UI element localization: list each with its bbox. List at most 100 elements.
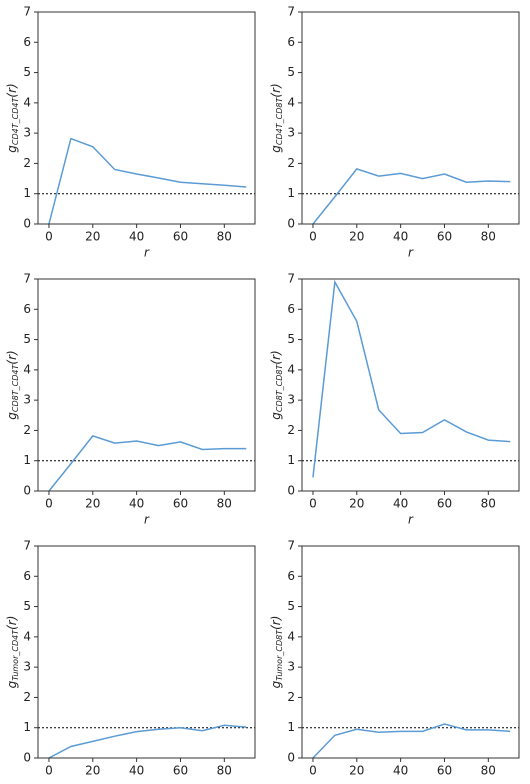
y-axis-label-symbol: g — [5, 412, 19, 420]
y-axis-label-symbol: g — [269, 145, 283, 153]
x-tick-label: 20 — [349, 497, 364, 511]
y-axis-label-subscript: Tumor_CD8T — [275, 629, 284, 681]
y-tick-label: 2 — [23, 690, 31, 704]
y-tick-label: 7 — [287, 5, 295, 19]
y-tick-label: 5 — [23, 332, 31, 346]
plot-frame — [37, 278, 256, 492]
y-tick-label: 1 — [23, 453, 31, 467]
y-tick-label: 2 — [23, 156, 31, 170]
y-tick-label: 2 — [287, 156, 295, 170]
x-tick-label: 60 — [437, 230, 452, 244]
y-axis-label-subscript: CD8T_CD8T — [275, 364, 284, 413]
panel: 0 1 2 3 4 5 6 7 0 20 40 60 80 r gCD8T_CD4T(r) — [5, 272, 256, 527]
y-tick-label: 5 — [287, 599, 295, 613]
y-axis-label-subscript: CD4T_CD4T — [11, 97, 20, 146]
panel: 0 1 2 3 4 5 6 7 0 20 40 60 80 r gCD8T_CD8T(r) — [269, 272, 520, 527]
x-tick-label: 60 — [173, 764, 188, 778]
panel: 0 1 2 3 4 5 6 7 0 20 40 60 80 r gCD4T_CD8T(r) — [269, 5, 520, 260]
x-tick-label: 20 — [349, 764, 364, 778]
y-tick-label: 1 — [23, 720, 31, 734]
y-tick-label: 4 — [23, 362, 31, 376]
y-axis-label-symbol: g — [5, 145, 19, 153]
y-axis-label-subscript: Tumor_CD4T — [11, 629, 20, 681]
y-tick-label: 3 — [287, 660, 295, 674]
data-line — [48, 435, 247, 492]
x-tick-label: 80 — [217, 230, 232, 244]
x-tick-label: 0 — [45, 230, 53, 244]
y-tick-label: 5 — [23, 65, 31, 79]
y-tick-label: 5 — [287, 332, 295, 346]
x-tick-label: 0 — [309, 230, 317, 244]
plot-frame — [301, 11, 520, 225]
y-tick-label: 0 — [287, 217, 295, 231]
y-tick-label: 7 — [287, 272, 295, 286]
data-line — [48, 137, 247, 225]
y-tick-label: 0 — [23, 217, 31, 231]
y-tick-label: 6 — [23, 569, 31, 583]
y-axis-label-suffix: (r) — [5, 616, 19, 630]
x-axis-label: r — [144, 246, 150, 260]
y-axis-label-symbol: g — [5, 680, 19, 688]
y-tick-label: 0 — [23, 751, 31, 765]
y-axis-label-suffix: (r) — [269, 83, 283, 97]
y-tick-label: 0 — [287, 751, 295, 765]
panel: 0 1 2 3 4 5 6 7 0 20 40 60 80 gTumor_CD8T(r) — [269, 539, 520, 778]
y-axis-label-suffix: (r) — [269, 350, 283, 364]
data-line — [312, 168, 511, 225]
y-tick-label: 3 — [23, 660, 31, 674]
x-tick-label: 40 — [393, 230, 408, 244]
y-axis-label-suffix: (r) — [5, 83, 19, 97]
x-tick-label: 80 — [481, 497, 496, 511]
y-tick-label: 2 — [23, 423, 31, 437]
y-tick-label: 0 — [287, 484, 295, 498]
x-tick-label: 40 — [393, 764, 408, 778]
x-axis-label: r — [408, 513, 414, 527]
x-tick-label: 60 — [173, 230, 188, 244]
y-tick-label: 7 — [287, 539, 295, 553]
y-axis-label: gCD4T_CD8T(r) — [269, 83, 284, 152]
x-tick-label: 0 — [45, 497, 53, 511]
plot-frame — [301, 545, 520, 759]
y-axis-label-suffix: (r) — [269, 616, 283, 630]
y-tick-label: 1 — [23, 186, 31, 200]
y-axis-label-suffix: (r) — [5, 350, 19, 364]
y-axis-label-symbol: g — [269, 412, 283, 420]
panel: 0 1 2 3 4 5 6 7 0 20 40 60 80 gTumor_CD4T(r) — [5, 539, 256, 778]
y-tick-label: 3 — [23, 126, 31, 140]
x-tick-label: 0 — [309, 497, 317, 511]
plot-frame — [301, 278, 520, 492]
x-tick-label: 40 — [393, 497, 408, 511]
plot-frame — [37, 545, 256, 759]
y-tick-label: 6 — [287, 569, 295, 583]
y-axis-label-subscript: CD4T_CD8T — [275, 97, 284, 146]
y-tick-label: 5 — [23, 599, 31, 613]
y-tick-label: 4 — [287, 95, 295, 109]
y-tick-label: 1 — [287, 186, 295, 200]
x-tick-label: 20 — [85, 764, 100, 778]
y-tick-label: 5 — [287, 65, 295, 79]
x-tick-label: 0 — [45, 764, 53, 778]
y-tick-label: 3 — [287, 126, 295, 140]
y-tick-label: 0 — [23, 484, 31, 498]
y-axis-label-symbol: g — [269, 680, 283, 688]
y-tick-label: 4 — [287, 362, 295, 376]
x-tick-label: 20 — [85, 497, 100, 511]
x-tick-label: 80 — [481, 230, 496, 244]
y-axis-label-subscript: CD8T_CD4T — [11, 364, 20, 413]
y-tick-label: 1 — [287, 453, 295, 467]
x-tick-label: 60 — [173, 497, 188, 511]
x-axis-label: r — [144, 513, 150, 527]
panel: 0 1 2 3 4 5 6 7 0 20 40 60 80 r gCD4T_CD4T(r) — [5, 5, 256, 260]
data-line — [312, 723, 511, 759]
x-axis-label: r — [408, 246, 414, 260]
y-tick-label: 6 — [23, 35, 31, 49]
y-tick-label: 2 — [287, 690, 295, 704]
y-tick-label: 7 — [23, 539, 31, 553]
y-tick-label: 3 — [287, 393, 295, 407]
x-tick-label: 40 — [129, 230, 144, 244]
y-axis-label: gTumor_CD4T(r) — [5, 616, 20, 689]
x-tick-label: 60 — [437, 764, 452, 778]
y-tick-label: 7 — [23, 5, 31, 19]
y-tick-label: 6 — [287, 35, 295, 49]
y-tick-label: 7 — [23, 272, 31, 286]
